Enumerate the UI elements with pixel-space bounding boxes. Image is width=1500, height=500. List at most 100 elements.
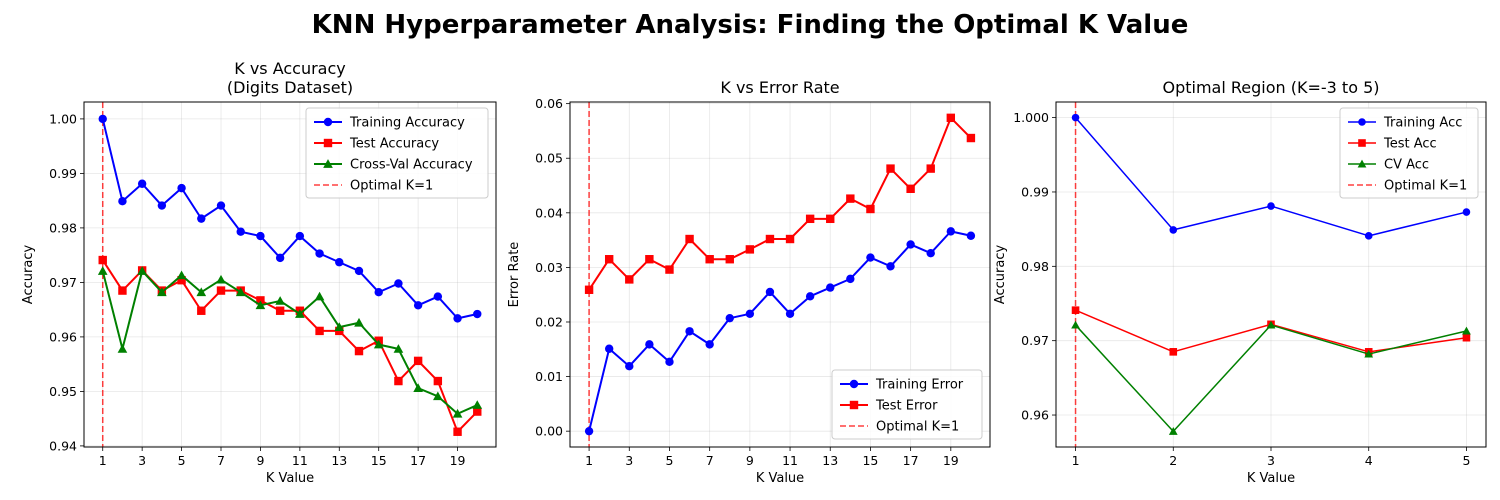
data-point [97, 266, 108, 275]
data-point [256, 231, 265, 241]
data-point [705, 255, 714, 264]
data-point [295, 309, 305, 318]
data-point [315, 249, 324, 258]
data-point [584, 426, 594, 436]
data-point [196, 287, 207, 297]
data-point [118, 196, 127, 206]
data-point [625, 275, 634, 284]
data-point [472, 400, 483, 409]
chart-panel-3: Optimal Region (K=-3 to 5) 1 2 3 4 5 0.96 0.97 0… [993, 78, 1487, 486]
legend-label: Training Accuracy [349, 116, 465, 131]
data-point [394, 376, 403, 386]
data-point [1169, 348, 1178, 356]
data-point [354, 266, 364, 276]
data-point [453, 314, 462, 323]
legend-label: Test Error [875, 399, 938, 414]
data-point [665, 357, 674, 367]
data-point [846, 194, 855, 203]
data-point [725, 255, 734, 264]
x-tick-label: 7 [217, 453, 225, 468]
data-point [1071, 306, 1080, 314]
data-point [314, 291, 325, 301]
chart-title: K vs Accuracy [234, 59, 346, 78]
data-point [235, 287, 246, 297]
series-line [588, 116, 972, 291]
legend-swatch-marker [323, 117, 333, 127]
panels: K vs Accuracy(Digits Dataset)1 3 5 7 9 11 13 15… [21, 59, 1487, 486]
data-point [826, 214, 835, 224]
series-line [101, 259, 478, 433]
legend-box [831, 369, 983, 440]
data-point [805, 292, 815, 301]
data-point [197, 306, 206, 315]
data-point [137, 179, 147, 188]
plot-frame [569, 101, 991, 448]
x-tick-label: 13 [822, 453, 838, 468]
data-point [785, 309, 795, 319]
data-point [685, 327, 694, 336]
data-point [1169, 226, 1178, 234]
figure-title: KNN Hyperparameter Analysis: Finding the… [312, 10, 1189, 40]
plot-frame [1055, 101, 1487, 448]
legend-label: Test Accuracy [349, 137, 439, 152]
data-point [275, 253, 285, 263]
data-point [1462, 208, 1471, 216]
data-point [604, 255, 614, 264]
x-tick-label: 19 [943, 453, 959, 468]
y-tick-label: 0.02 [535, 314, 563, 329]
legend: Training Error Test Error Optimal K=1 [831, 369, 983, 440]
x-tick-label: 17 [410, 453, 426, 468]
data-point [966, 133, 976, 143]
legend-swatch-marker [849, 379, 859, 389]
series-training-acc [1071, 113, 1471, 240]
data-point [236, 227, 245, 236]
y-tick-label: 0.04 [535, 205, 563, 220]
data-point [625, 362, 634, 371]
y-tick-label: 0.96 [1021, 408, 1049, 423]
data-point [846, 274, 855, 284]
x-tick-label: 11 [292, 453, 308, 468]
x-tick-label: 5 [1462, 453, 1470, 468]
y-tick-label: 0.05 [535, 151, 563, 166]
data-point [453, 427, 462, 436]
data-point [725, 313, 734, 323]
data-point [886, 262, 895, 271]
data-point [157, 201, 167, 210]
x-tick-label: 17 [903, 453, 919, 468]
data-point [216, 201, 226, 210]
legend-label: CV Acc [1384, 158, 1429, 173]
data-point [98, 255, 107, 265]
series-test-accuracy [98, 255, 482, 436]
y-tick-label: 1.000 [1013, 110, 1049, 125]
legend-label: Training Error [875, 378, 964, 393]
y-tick-label: 0.99 [49, 166, 77, 181]
y-axis-label: Error Rate [507, 242, 522, 308]
data-point [373, 339, 384, 349]
legend-swatch-marker [323, 159, 333, 168]
chart-title: K vs Error Rate [720, 78, 839, 97]
x-tick-label: 3 [625, 453, 633, 468]
chart-title: (Digits Dataset) [227, 78, 353, 97]
y-tick-label: 0.00 [535, 424, 563, 439]
data-point [394, 279, 403, 288]
data-point [926, 164, 935, 173]
data-point [473, 309, 482, 319]
data-point [118, 286, 127, 295]
x-tick-label: 19 [450, 453, 466, 468]
series-line [101, 118, 478, 320]
data-point [1071, 320, 1080, 329]
series-training-error [584, 227, 976, 436]
x-tick-label: 11 [782, 453, 798, 468]
data-point [137, 266, 147, 275]
data-point [255, 300, 266, 310]
y-tick-label: 0.95 [49, 384, 77, 399]
y-tick-label: 1.00 [49, 111, 77, 126]
y-tick-label: 0.03 [535, 260, 563, 275]
data-point [117, 344, 128, 353]
data-point [785, 234, 795, 244]
data-point [433, 391, 443, 401]
legend-swatch-marker [849, 400, 859, 410]
y-tick-label: 0.98 [1021, 259, 1049, 274]
data-point [433, 376, 443, 386]
